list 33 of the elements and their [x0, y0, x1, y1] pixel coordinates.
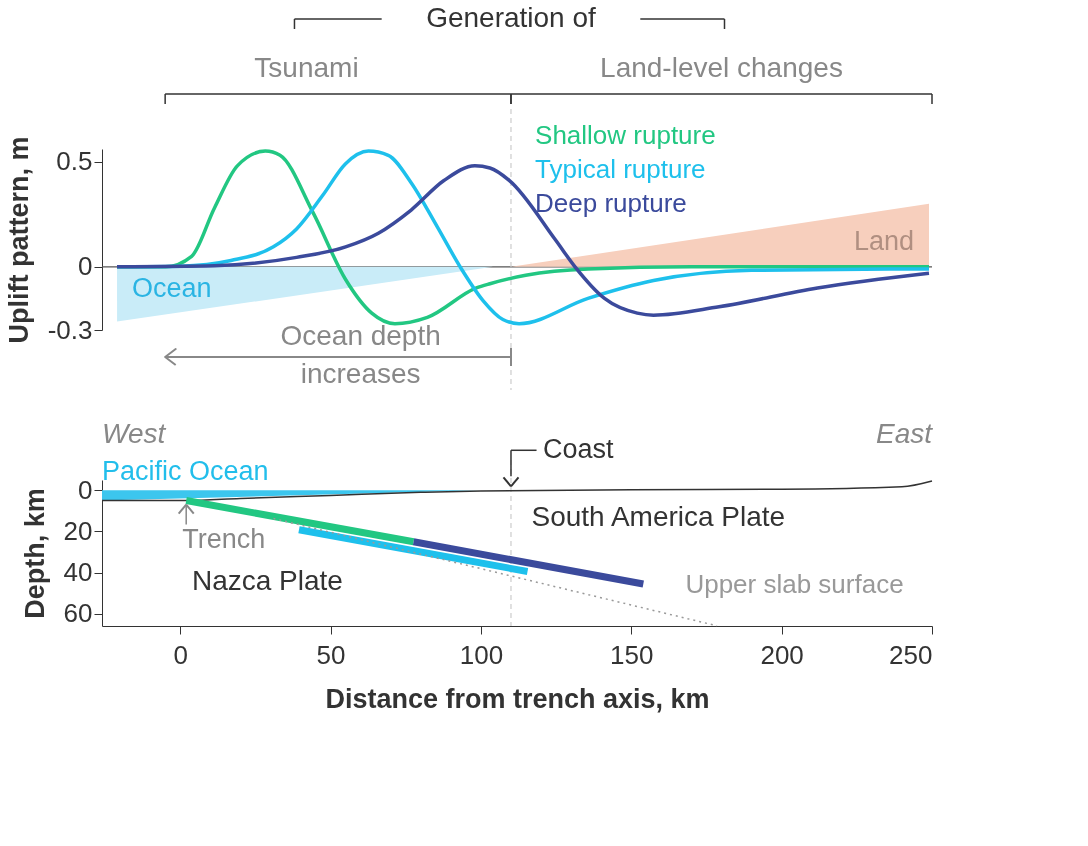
text: Typical rupture — [535, 154, 706, 185]
series-label: Pacific Ocean — [102, 456, 269, 487]
y-tick-label: 20 — [63, 515, 93, 546]
y-axis-title: Depth, km — [19, 488, 50, 619]
y-tick-label: 0.5 — [56, 146, 93, 177]
series-label: Deep rupture — [535, 187, 687, 218]
y-axis-title: Uplift pattern, m — [3, 136, 34, 344]
x-tick-label: 200 — [760, 639, 804, 670]
text: Land-level changes — [600, 52, 843, 83]
series-label: Upper slab surface — [685, 568, 904, 599]
y-tick-label: 0 — [78, 251, 93, 282]
y-tick-label: -0.3 — [47, 314, 93, 345]
series-label: Land — [853, 225, 914, 256]
annotation: Ocean depth increases — [280, 320, 441, 389]
x-axis-title: Distance from trench axis, km — [325, 683, 710, 714]
text: Tsunami — [254, 52, 359, 83]
y-tick-label: 60 — [63, 598, 93, 629]
y-tick-label: 40 — [63, 557, 93, 588]
text: Generation of — [426, 2, 597, 33]
annotation: Nazca Plate — [191, 564, 343, 596]
annotation: Trench — [182, 523, 266, 554]
x-tick-label: 0 — [173, 639, 188, 670]
text: Shallow rupture — [535, 120, 716, 151]
text: East — [875, 418, 934, 449]
series-label: Ocean — [132, 272, 212, 303]
y-tick-label: 0 — [78, 474, 93, 505]
x-tick-label: 100 — [459, 639, 504, 670]
x-tick-label: 150 — [610, 639, 654, 670]
annotation: South America Plate — [531, 501, 786, 533]
x-tick-label: 250 — [889, 639, 933, 670]
annotation: Coast — [542, 434, 615, 465]
x-tick-label: 50 — [316, 639, 346, 670]
text: West — [102, 418, 167, 449]
